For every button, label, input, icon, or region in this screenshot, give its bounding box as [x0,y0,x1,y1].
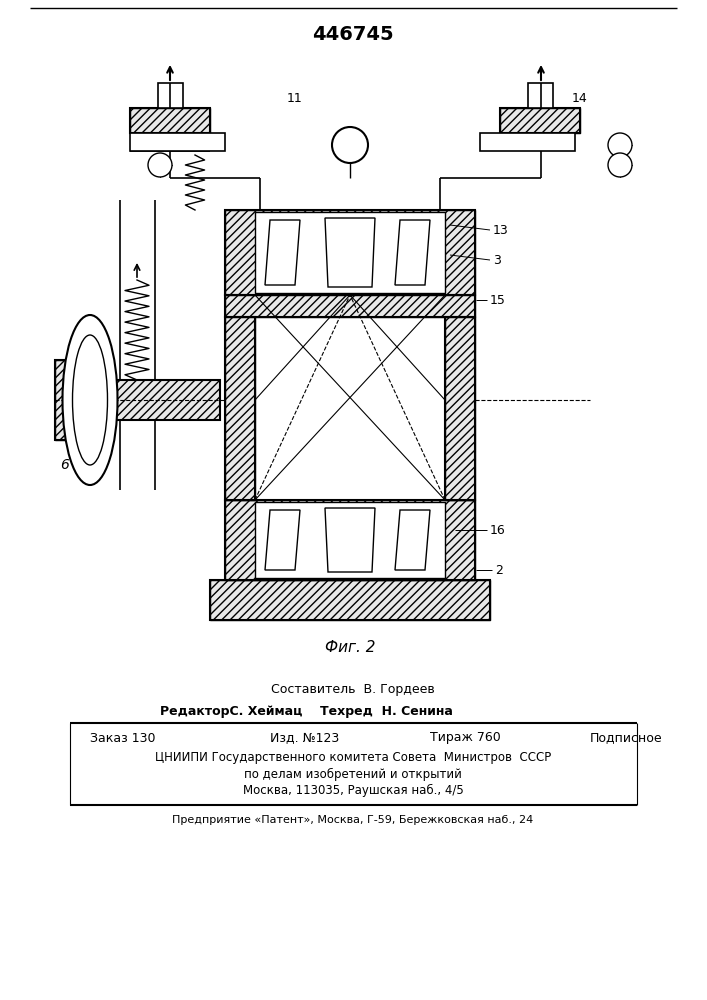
Text: Составитель  В. Гордеев: Составитель В. Гордеев [271,684,435,696]
Bar [445,317,475,500]
Text: Изд. №123: Изд. №123 [270,732,339,744]
Bar [130,133,225,151]
Text: по делам изобретений и открытий: по делам изобретений и открытий [244,767,462,781]
Bar [130,108,210,133]
Text: ЦНИИПИ Государственного комитета Совета  Министров  СССР: ЦНИИПИ Государственного комитета Совета … [155,752,551,764]
Text: 6: 6 [61,458,69,472]
Bar [225,317,255,500]
Polygon shape [325,508,375,572]
Text: Заказ 130: Заказ 130 [90,732,156,744]
Text: Предприятие «Патент», Москва, Г-59, Бережковская наб., 24: Предприятие «Патент», Москва, Г-59, Бере… [173,815,534,825]
Polygon shape [395,220,430,285]
Bar [445,317,475,500]
Circle shape [608,133,632,157]
Bar [225,295,475,317]
Bar [225,210,475,295]
Text: 446745: 446745 [312,25,394,44]
Bar [500,108,580,133]
Text: Тираж 760: Тираж 760 [430,732,501,744]
Text: РедакторС. Хеймац: РедакторС. Хеймац [160,706,303,718]
Bar [158,83,183,108]
Bar [90,380,220,420]
Bar [255,212,445,293]
Polygon shape [265,220,300,285]
Bar [528,83,553,108]
Bar [225,500,475,580]
Text: 15: 15 [490,294,506,306]
Text: Фиг. 2: Фиг. 2 [325,641,375,656]
Polygon shape [395,510,430,570]
Polygon shape [265,510,300,570]
Text: 14: 14 [572,92,588,104]
Bar [55,360,95,440]
Ellipse shape [73,335,107,465]
Bar [480,133,575,151]
Text: 16: 16 [490,524,506,536]
Bar [55,360,95,440]
Text: 11: 11 [287,92,303,104]
Ellipse shape [62,315,117,485]
Text: 13: 13 [493,224,509,236]
Text: 3: 3 [493,253,501,266]
Bar [225,210,475,295]
Bar [225,317,255,500]
Bar [255,502,445,578]
Bar [130,108,210,133]
Circle shape [148,153,172,177]
Text: 2: 2 [495,564,503,576]
Bar [210,580,490,620]
Bar [210,580,490,620]
Bar [500,108,580,133]
Bar [225,295,475,317]
Text: Подписное: Подписное [590,732,662,744]
Circle shape [332,127,368,163]
Bar [90,380,220,420]
Circle shape [608,153,632,177]
Text: Москва, 113035, Раушская наб., 4/5: Москва, 113035, Раушская наб., 4/5 [243,783,463,797]
Bar [225,500,475,580]
Polygon shape [325,218,375,287]
Text: Техред  Н. Сенина: Техред Н. Сенина [320,706,453,718]
